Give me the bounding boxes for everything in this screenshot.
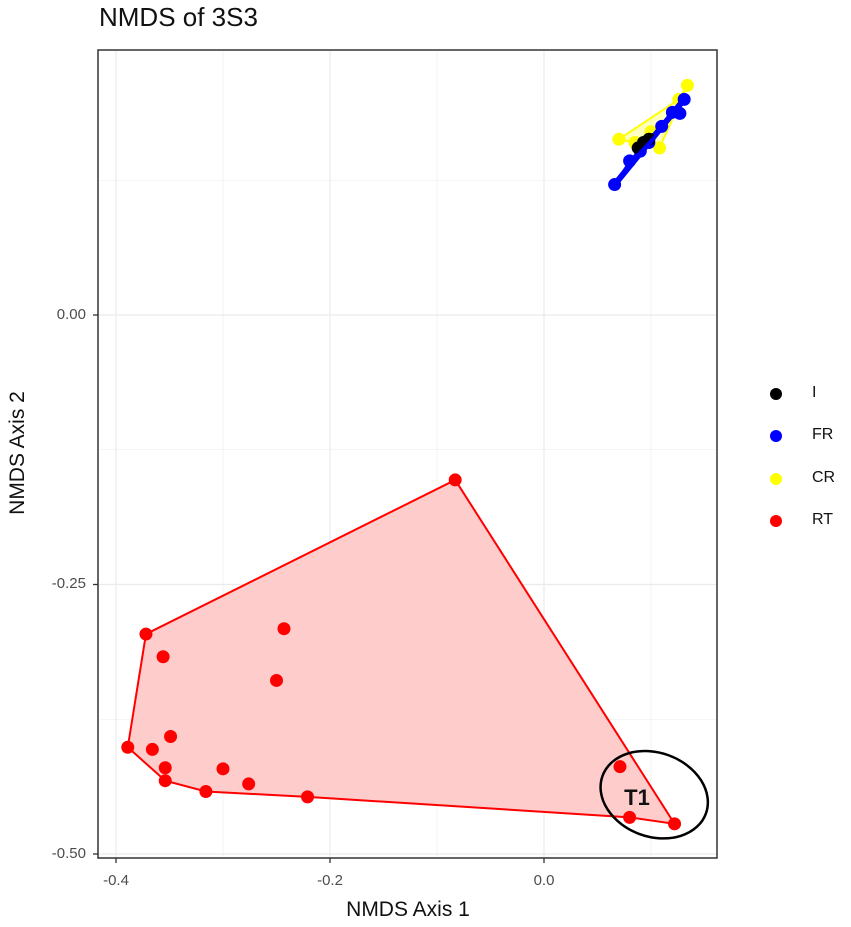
- x-tick-label: -0.2: [317, 872, 343, 889]
- y-tick-label: 0.00: [56, 306, 86, 323]
- x-axis-title: NMDS Axis 1: [346, 898, 470, 921]
- t1-label: T1: [624, 785, 650, 810]
- y-tick-label: -0.50: [51, 845, 86, 862]
- data-point: [156, 650, 170, 664]
- legend-label: CR: [812, 469, 836, 486]
- axis-ticks: [93, 314, 545, 863]
- x-tick-label: 0.0: [533, 872, 555, 889]
- data-point: [216, 762, 230, 776]
- t1-annotation: T1: [599, 749, 710, 840]
- legend-label: FR: [812, 426, 834, 443]
- legend-dot-icon: [770, 473, 782, 485]
- data-layers: [121, 78, 694, 831]
- data-point: [623, 810, 637, 824]
- data-point: [612, 132, 626, 146]
- data-point: [121, 740, 135, 754]
- data-point: [680, 78, 694, 92]
- data-point: [668, 817, 682, 831]
- legend-item-i: I: [762, 384, 851, 404]
- data-point: [158, 761, 172, 775]
- data-point: [199, 784, 213, 798]
- legend-label: I: [812, 384, 817, 401]
- x-tick-label: -0.4: [103, 872, 129, 889]
- legend-dot-icon: [770, 515, 782, 527]
- data-point: [139, 627, 153, 641]
- chart-title: NMDS of 3S3: [99, 2, 258, 32]
- legend-label: RT: [812, 511, 834, 528]
- data-point: [301, 790, 315, 804]
- data-point: [164, 729, 178, 743]
- legend-dot-icon: [770, 430, 782, 442]
- t1-ellipse: [599, 749, 710, 840]
- series-rt: [121, 473, 682, 831]
- data-point: [653, 141, 667, 155]
- data-point: [613, 760, 627, 774]
- data-point: [277, 622, 291, 636]
- legend-item-fr: FR: [762, 426, 851, 446]
- data-point: [242, 777, 256, 791]
- legend-item-rt: RT: [762, 511, 851, 531]
- data-point: [448, 473, 462, 487]
- data-point: [158, 774, 172, 788]
- data-point: [270, 673, 283, 687]
- y-tick-label: -0.25: [51, 575, 86, 592]
- legend-item-cr: CR: [762, 469, 851, 489]
- legend-dot-icon: [770, 388, 782, 400]
- data-point: [145, 742, 159, 756]
